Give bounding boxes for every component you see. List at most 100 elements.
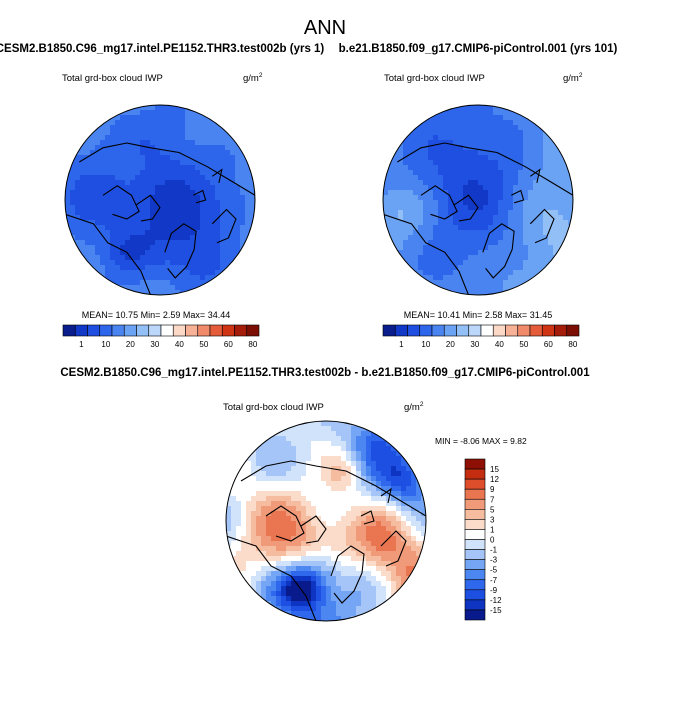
field-cell [301, 516, 307, 522]
colorbar-swatch [246, 324, 260, 337]
field-cell [498, 125, 504, 131]
field-cell [568, 195, 573, 201]
field-cell [498, 260, 504, 266]
field-cell [386, 516, 392, 522]
field-cell [95, 135, 101, 141]
field-cell [356, 581, 362, 587]
field-cell [316, 461, 322, 467]
field-cell [286, 486, 292, 492]
field-cell [251, 466, 257, 472]
field-cell [90, 225, 96, 231]
field-cell [383, 190, 389, 196]
field-cell [150, 130, 156, 136]
field-cell [553, 145, 559, 151]
coastline [380, 530, 407, 567]
field-cell [286, 436, 292, 442]
field-cell [85, 140, 91, 146]
field-cell [301, 491, 307, 497]
field-cell [391, 521, 397, 527]
field-cell [423, 220, 429, 226]
field-cell [115, 175, 121, 181]
field-cell [376, 546, 382, 552]
field-cell [110, 170, 116, 176]
field-cell [468, 150, 474, 156]
field-cell [538, 215, 544, 221]
field-cell [346, 506, 352, 512]
field-cell [306, 496, 312, 502]
field-cell [155, 210, 161, 216]
field-cell [165, 200, 171, 206]
field-cell [316, 581, 322, 587]
field-cell [406, 556, 412, 562]
field-cell [266, 571, 272, 577]
field-cell [518, 255, 524, 261]
field-cell [271, 591, 277, 597]
field-cell [376, 486, 382, 492]
field-cell [301, 546, 307, 552]
field-cell [406, 571, 412, 577]
field-cell [418, 115, 424, 121]
field-cell [433, 205, 439, 211]
field-cell [508, 185, 514, 191]
field-cell [406, 551, 412, 557]
field-cell [418, 130, 424, 136]
field-cell [115, 255, 121, 261]
field-cell [170, 165, 176, 171]
field-cell [296, 576, 302, 582]
field-cell [90, 260, 96, 266]
field-cell [110, 245, 116, 251]
field-cell [251, 516, 257, 522]
field-cell [411, 526, 417, 532]
field-cell [478, 200, 484, 206]
field-cell [175, 280, 181, 286]
field-cell [533, 260, 539, 266]
field-cell [155, 225, 161, 231]
panel-3-variable: Total grd-box cloud IWP [223, 402, 324, 413]
field-cell [155, 255, 161, 261]
field-cell [160, 195, 166, 201]
field-cell [453, 255, 459, 261]
field-cell [371, 531, 377, 537]
field-cell [523, 210, 529, 216]
field-cell [231, 491, 237, 497]
field-cell [195, 275, 201, 281]
field-cell [220, 125, 226, 131]
field-cell [443, 235, 449, 241]
field-cell [291, 601, 297, 607]
field-cell [261, 606, 267, 612]
field-cell [205, 175, 211, 181]
field-cell [296, 456, 302, 462]
field-cell [463, 260, 469, 266]
field-cell [110, 110, 116, 116]
field-cell [478, 135, 484, 141]
field-cell [256, 491, 262, 497]
field-cell [448, 130, 454, 136]
field-cell [448, 190, 454, 196]
field-cell [458, 280, 464, 286]
field-cell [286, 551, 292, 557]
field-cell [478, 150, 484, 156]
field-cell [316, 506, 322, 512]
field-cell [226, 506, 232, 512]
field-cell [336, 581, 342, 587]
field-cell [473, 210, 479, 216]
field-cell [326, 586, 332, 592]
field-cell [175, 130, 181, 136]
field-cell [185, 285, 191, 291]
field-cell [351, 476, 357, 482]
field-cell [438, 160, 444, 166]
field-cell [443, 280, 449, 286]
field-cell [558, 155, 564, 161]
field-cell [210, 230, 216, 236]
panel-1-colorbar: 1 10 20 30 40 50 60 80 [62, 324, 260, 349]
field-cell [513, 185, 519, 191]
field-cell [371, 461, 377, 467]
field-cell [438, 205, 444, 211]
field-cell [100, 160, 106, 166]
field-cell [478, 155, 484, 161]
field-cell [428, 285, 434, 291]
field-cell [100, 200, 106, 206]
field-cell [428, 175, 434, 181]
field-cell [75, 205, 81, 211]
field-cell [326, 566, 332, 572]
